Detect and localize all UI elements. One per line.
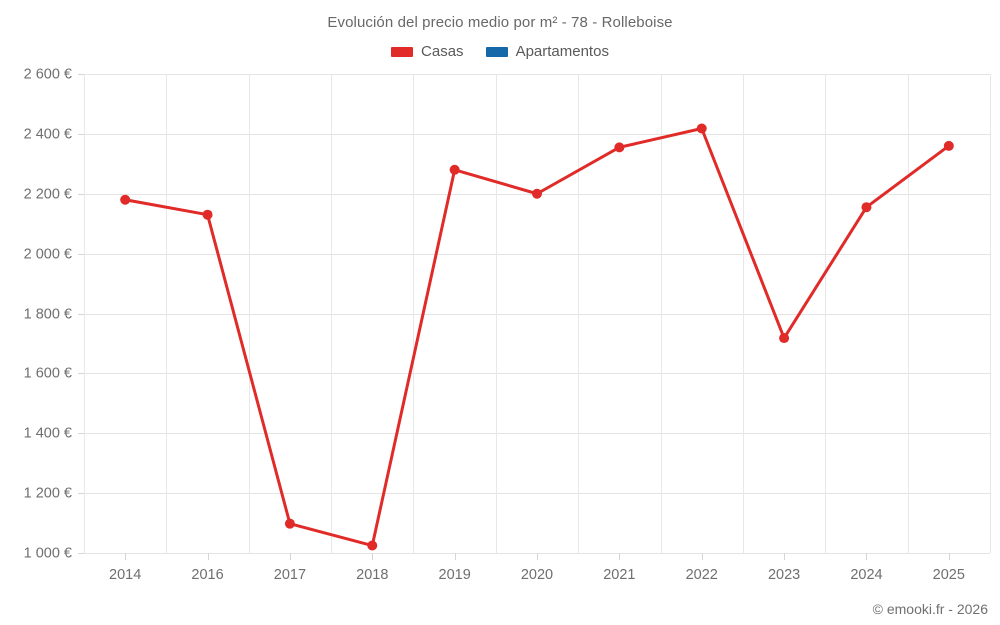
data-point-marker[interactable] [861, 202, 872, 213]
data-point-marker[interactable] [120, 194, 131, 205]
y-axis-tick-label: 1 400 € [24, 425, 72, 441]
y-axis-tick-label: 1 000 € [24, 545, 72, 561]
y-axis-tick-label: 1 200 € [24, 485, 72, 501]
x-axis-tick-label: 2024 [850, 567, 882, 583]
data-point-marker[interactable] [943, 140, 954, 151]
data-point-marker[interactable] [284, 518, 295, 529]
data-point-marker[interactable] [696, 123, 707, 134]
chart-title: Evolución del precio medio por m² - 78 -… [327, 14, 673, 31]
legend-item-apartamentos[interactable]: Apartamentos [485, 43, 609, 60]
x-axis-tick-label: 2017 [274, 567, 306, 583]
y-axis-tick-label: 1 800 € [24, 306, 72, 322]
legend-label-apartamentos: Apartamentos [515, 43, 609, 60]
x-axis-tick-label: 2019 [439, 567, 471, 583]
y-axis-tick-label: 2 400 € [24, 126, 72, 142]
x-axis-tick-label: 2023 [768, 567, 800, 583]
data-point-marker[interactable] [367, 540, 378, 551]
y-axis-tick-label: 2 000 € [24, 246, 72, 262]
x-axis-tick-label: 2014 [109, 567, 141, 583]
x-axis-tick-label: 2018 [356, 567, 388, 583]
legend-swatch-casas [391, 46, 414, 57]
x-axis-tick-label: 2016 [191, 567, 223, 583]
legend-swatch-apartamentos [485, 46, 508, 57]
y-axis-tick-label: 2 200 € [24, 186, 72, 202]
chart-legend: Casas Apartamentos [0, 44, 1000, 59]
x-axis-tick-label: 2025 [933, 567, 965, 583]
x-axis-tick-label: 2022 [686, 567, 718, 583]
data-point-marker[interactable] [779, 333, 790, 344]
y-axis-tick-label: 1 600 € [24, 365, 72, 381]
y-axis-tick-label: 2 600 € [24, 66, 72, 82]
x-axis-tick-label: 2020 [521, 567, 553, 583]
data-point-marker[interactable] [449, 164, 460, 175]
legend-label-casas: Casas [421, 43, 464, 60]
legend-item-casas[interactable]: Casas [391, 44, 464, 59]
data-point-marker[interactable] [202, 209, 213, 220]
x-axis-tick-label: 2021 [603, 567, 635, 583]
data-point-marker[interactable] [614, 142, 625, 153]
footer-credit: © emooki.fr - 2026 [872, 601, 988, 617]
data-point-marker[interactable] [532, 188, 542, 199]
